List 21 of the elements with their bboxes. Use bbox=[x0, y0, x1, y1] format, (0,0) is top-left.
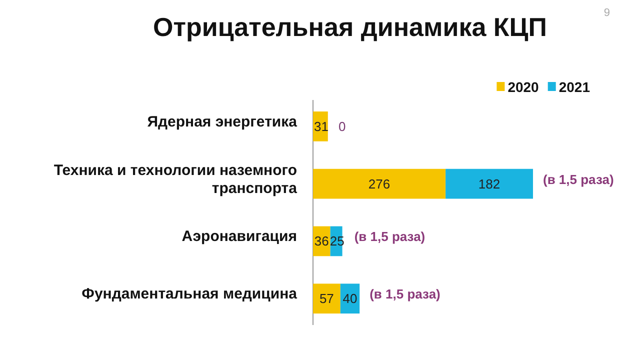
y-tick-label: Аэронавигация bbox=[182, 228, 297, 246]
data-label: 0 bbox=[338, 118, 346, 134]
bar bbox=[313, 284, 340, 314]
annotation: (в 1,5 раза) bbox=[543, 172, 614, 187]
data-label: 40 bbox=[342, 291, 358, 306]
data-label: 31 bbox=[314, 118, 328, 134]
text: 9 bbox=[604, 7, 610, 19]
annotation: (в 1,5 раза) bbox=[354, 229, 426, 244]
data-label: 182 bbox=[478, 176, 500, 192]
legend-label: 2021 bbox=[558, 79, 590, 95]
bar bbox=[313, 168, 446, 199]
chart-title: Отрицательная динамика КЦП bbox=[153, 12, 547, 42]
data-label: 36 bbox=[314, 234, 329, 249]
bar bbox=[446, 168, 533, 199]
y-tick-label: Фундаментальная медицина bbox=[82, 286, 298, 303]
data-label: 57 bbox=[319, 291, 334, 306]
legend-label: 2020 bbox=[508, 79, 540, 95]
annotation: (в 1,5 раза) bbox=[370, 286, 440, 302]
y-tick-label: Ядерная энергетика bbox=[147, 113, 298, 130]
y-tick-label: Техника и технологии наземного транспорта bbox=[54, 162, 298, 197]
data-label: 276 bbox=[368, 176, 390, 192]
